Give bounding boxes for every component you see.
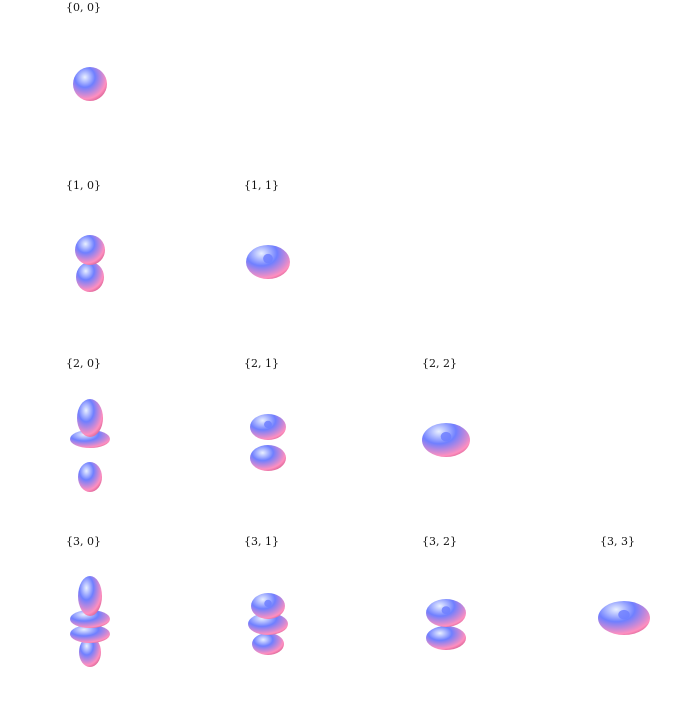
harmonic-cell-3-3: {3, 3} xyxy=(534,534,700,712)
cell-label: {0, 0} xyxy=(66,1,101,14)
lobe-top xyxy=(251,593,285,619)
cell-label: {3, 2} xyxy=(422,535,457,548)
cell-label: {2, 2} xyxy=(422,357,457,370)
harmonic-cell-3-0: {3, 0} xyxy=(0,534,178,712)
torus xyxy=(246,245,290,279)
cell-label: {2, 0} xyxy=(66,357,101,370)
torus xyxy=(422,423,470,457)
harmonic-plot xyxy=(60,200,120,350)
harmonic-cell-2-0: {2, 0} xyxy=(0,356,178,534)
lobe-top xyxy=(77,399,103,437)
harmonic-cell-3-2: {3, 2} xyxy=(356,534,534,712)
harmonic-plot xyxy=(416,556,476,706)
cell-label: {3, 3} xyxy=(600,535,635,548)
harmonic-plot xyxy=(594,556,654,706)
lobe-bottom xyxy=(426,626,466,650)
harmonic-cell-1-0: {1, 0} xyxy=(0,178,178,356)
lobe-bottom xyxy=(78,462,102,492)
lobe-bottom xyxy=(252,633,284,655)
harmonic-plot xyxy=(238,556,298,706)
cell-label: {1, 0} xyxy=(66,179,101,192)
cell-label: {3, 0} xyxy=(66,535,101,548)
harmonic-cell-3-1: {3, 1} xyxy=(178,534,356,712)
cell-label: {1, 1} xyxy=(244,179,279,192)
harmonic-plot xyxy=(60,22,120,172)
harmonic-cell-2-2: {2, 2} xyxy=(356,356,534,534)
cell-label: {2, 1} xyxy=(244,357,279,370)
lobe-bottom xyxy=(76,262,104,292)
harmonic-plot xyxy=(60,556,120,706)
sphere-lobe xyxy=(73,67,107,101)
lobe-top xyxy=(426,599,466,627)
harmonic-plot xyxy=(416,378,476,528)
lobe-top xyxy=(75,235,105,265)
torus xyxy=(598,601,650,635)
lobe-top xyxy=(78,576,102,616)
harmonic-plot xyxy=(60,378,120,528)
lobe-top xyxy=(250,414,286,440)
harmonic-plot xyxy=(238,378,298,528)
harmonic-cell-1-1: {1, 1} xyxy=(178,178,356,356)
cell-label: {3, 1} xyxy=(244,535,279,548)
lobe-bottom xyxy=(250,445,286,471)
harmonic-plot xyxy=(238,200,298,350)
harmonic-cell-0-0: {0, 0} xyxy=(0,0,178,178)
harmonic-cell-2-1: {2, 1} xyxy=(178,356,356,534)
